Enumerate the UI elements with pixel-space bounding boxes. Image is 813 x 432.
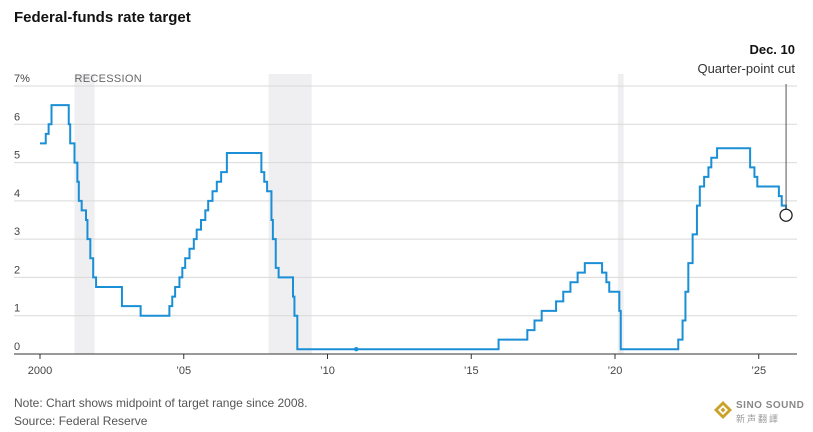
x-axis-ticks: 2000 ’05 ’10 ’15 ’20 ’25 (28, 354, 766, 377)
y-tick-label-5: 5 (14, 150, 20, 162)
grid-lines (14, 85, 797, 355)
diamond-logo-icon (714, 401, 732, 419)
recession-band-0 (74, 74, 95, 354)
annotation-title: Dec. 10 (749, 42, 795, 57)
y-tick-label-7: 7% (14, 73, 30, 85)
y-tick-label-1: 1 (14, 303, 20, 315)
recession-band-2 (617, 74, 624, 354)
x-tick-label-2025: ’25 (751, 365, 766, 377)
chart-note: Note: Chart shows midpoint of target ran… (14, 396, 308, 410)
x-tick-label-2000: 2000 (28, 365, 52, 377)
y-tick-label-3: 3 (14, 226, 20, 238)
x-tick-label-2015: ’15 (464, 365, 479, 377)
chart-source: Source: Federal Reserve (14, 414, 148, 428)
rate-line-0 (40, 104, 788, 351)
annotation: Dec. 10 Quarter-point cut (697, 42, 795, 222)
y-tick-label-6: 6 (14, 111, 20, 123)
watermark-cn: 新声翻譯 (736, 414, 781, 424)
y-tick-label-4: 4 (14, 188, 20, 200)
recession-bands (74, 74, 624, 354)
watermark-brand: SINO SOUND (736, 400, 805, 411)
annotation-marker (779, 208, 793, 222)
recession-band-1 (268, 74, 312, 354)
watermark-logo: SINO SOUND 新声翻譯 (714, 398, 809, 426)
recession-label: RECESSION (75, 73, 143, 85)
x-tick-label-2005: ’05 (176, 365, 191, 377)
x-tick-label-2010: ’10 (320, 365, 335, 377)
rate-series (40, 104, 788, 352)
annotation-subtitle: Quarter-point cut (697, 61, 795, 76)
data-marker-0 (354, 347, 359, 352)
y-tick-label-2: 2 (14, 264, 20, 276)
y-axis-ticks: 0 1 2 3 4 5 6 7% (14, 73, 30, 353)
y-tick-label-0: 0 (14, 341, 20, 353)
chart-title: Federal-funds rate target (14, 9, 191, 26)
x-tick-label-2020: ’20 (608, 365, 623, 377)
